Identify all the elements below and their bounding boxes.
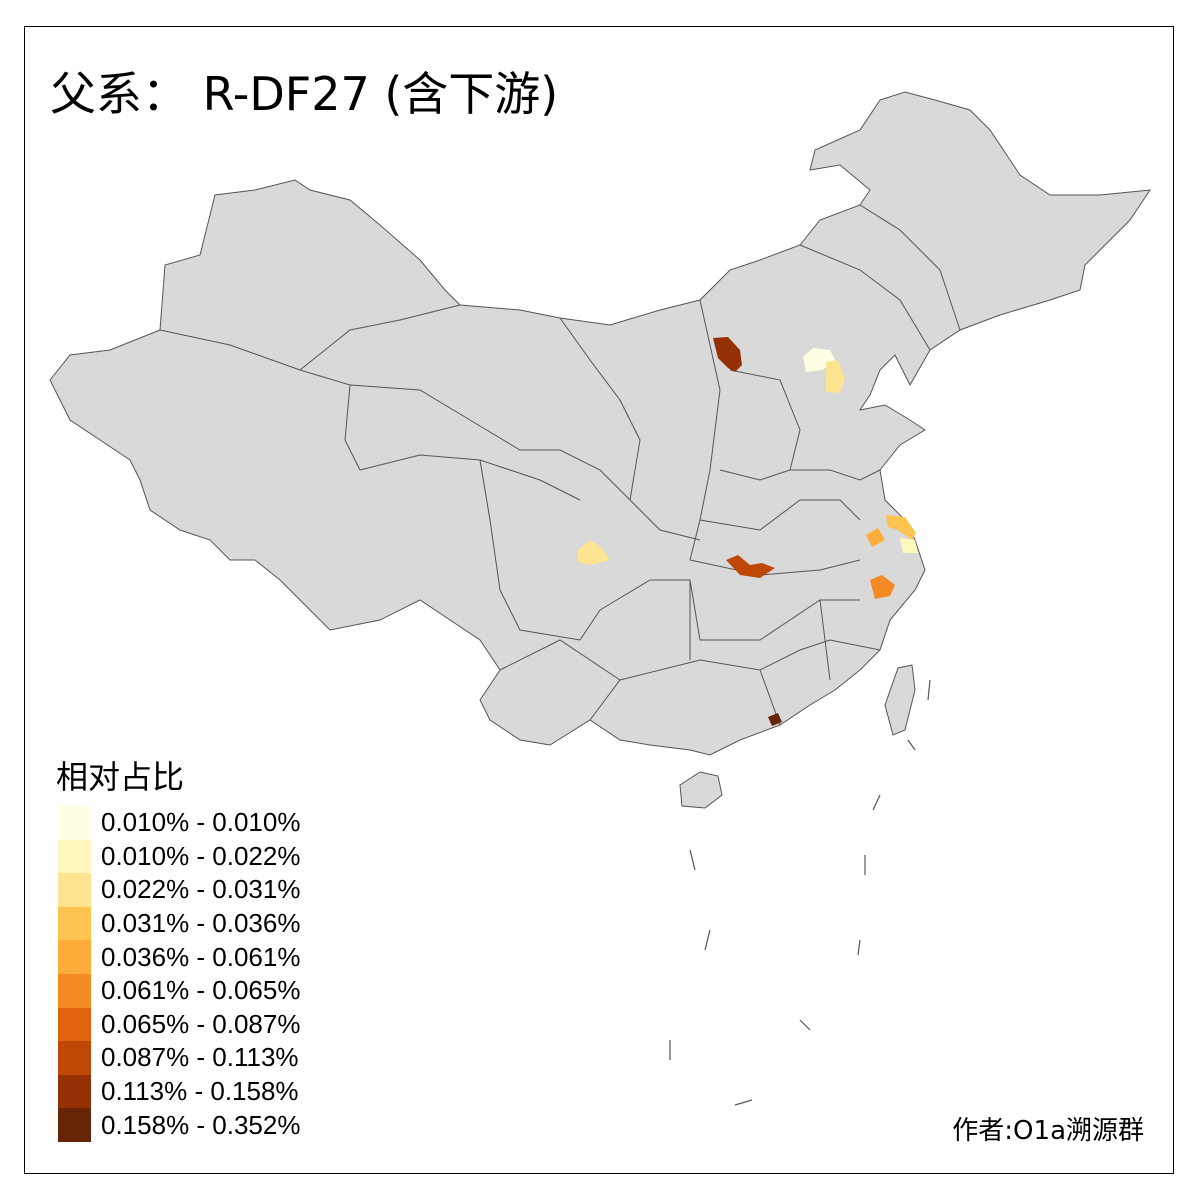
- small-island: [857, 939, 861, 956]
- legend-item: 0.031% - 0.036%: [58, 906, 301, 941]
- legend-item: 0.061% - 0.065%: [58, 973, 301, 1008]
- province-border: [689, 559, 861, 576]
- legend-item: 0.010% - 0.022%: [58, 839, 301, 874]
- legend-swatch: [58, 839, 91, 874]
- legend-swatch: [58, 973, 91, 1008]
- map-title: 父系： R-DF27 (含下游): [50, 67, 559, 121]
- province-border: [719, 369, 801, 481]
- legend-item: 0.065% - 0.087%: [58, 1007, 301, 1042]
- province-border: [479, 459, 601, 641]
- legend-label: 0.022% - 0.031%: [101, 874, 301, 905]
- province-border: [790, 469, 881, 481]
- hainan-island: [679, 771, 723, 809]
- small-island: [927, 679, 931, 701]
- legend-label: 0.010% - 0.010%: [101, 807, 301, 838]
- province-border: [799, 244, 931, 351]
- province-border: [819, 599, 831, 681]
- legend-item: 0.022% - 0.031%: [58, 873, 300, 907]
- legend-swatch: [58, 906, 91, 941]
- highlighted-region: [866, 528, 885, 547]
- legend-swatch: [58, 1007, 91, 1042]
- province-border: [699, 499, 861, 531]
- province-border: [499, 639, 621, 681]
- legend-label: 0.031% - 0.036%: [101, 908, 301, 939]
- legend-label: 0.061% - 0.065%: [101, 975, 301, 1006]
- small-island: [907, 739, 916, 751]
- legend-item: 0.113% - 0.158%: [58, 1074, 300, 1109]
- legend-label: 0.010% - 0.022%: [101, 840, 301, 871]
- highlighted-region: [768, 713, 782, 726]
- legend-swatch: [58, 873, 91, 907]
- legend-label: 0.113% - 0.158%: [101, 1076, 299, 1107]
- legend-item: 0.158% - 0.352%: [58, 1108, 300, 1142]
- legend-swatch: [58, 1108, 91, 1142]
- highlighted-region: [900, 538, 918, 553]
- highlighted-region: [713, 337, 742, 372]
- highlighted-region: [578, 540, 610, 565]
- legend-swatch: [58, 806, 91, 840]
- author-credit: 作者:O1a溯源群: [952, 1116, 1144, 1146]
- legend-item: 0.010% - 0.010%: [58, 806, 300, 840]
- legend-swatch: [58, 940, 91, 974]
- small-island: [734, 1099, 753, 1106]
- highlighted-region: [886, 515, 916, 540]
- legend-item: 0.036% - 0.061%: [58, 940, 300, 974]
- highlighted-region: [870, 575, 895, 599]
- highlighted-region: [726, 555, 775, 578]
- legend-label: 0.036% - 0.061%: [101, 941, 301, 972]
- legend-label: 0.158% - 0.352%: [101, 1109, 301, 1140]
- small-island: [872, 794, 881, 811]
- province-border: [859, 204, 961, 331]
- legend: 0.010% - 0.010% 0.010% - 0.022% 0.022% -…: [58, 806, 300, 1142]
- small-island: [689, 849, 696, 871]
- highlighted-region: [826, 360, 845, 393]
- mainland: [49, 91, 1152, 756]
- province-border: [559, 317, 701, 541]
- legend-label: 0.087% - 0.113%: [101, 1042, 299, 1073]
- legend-swatch: [58, 1041, 91, 1075]
- province-border: [349, 384, 631, 501]
- legend-label: 0.065% - 0.087%: [101, 1008, 301, 1039]
- taiwan-island: [884, 664, 916, 736]
- legend-title: 相对占比: [56, 758, 185, 796]
- legend-swatch: [58, 1074, 91, 1109]
- small-island: [799, 1019, 811, 1031]
- legend-item: 0.087% - 0.113%: [58, 1041, 300, 1075]
- province-border: [299, 304, 461, 371]
- province-border: [159, 329, 361, 471]
- small-island: [704, 929, 711, 951]
- province-border: [689, 299, 721, 561]
- plot-frame: [24, 26, 1174, 1174]
